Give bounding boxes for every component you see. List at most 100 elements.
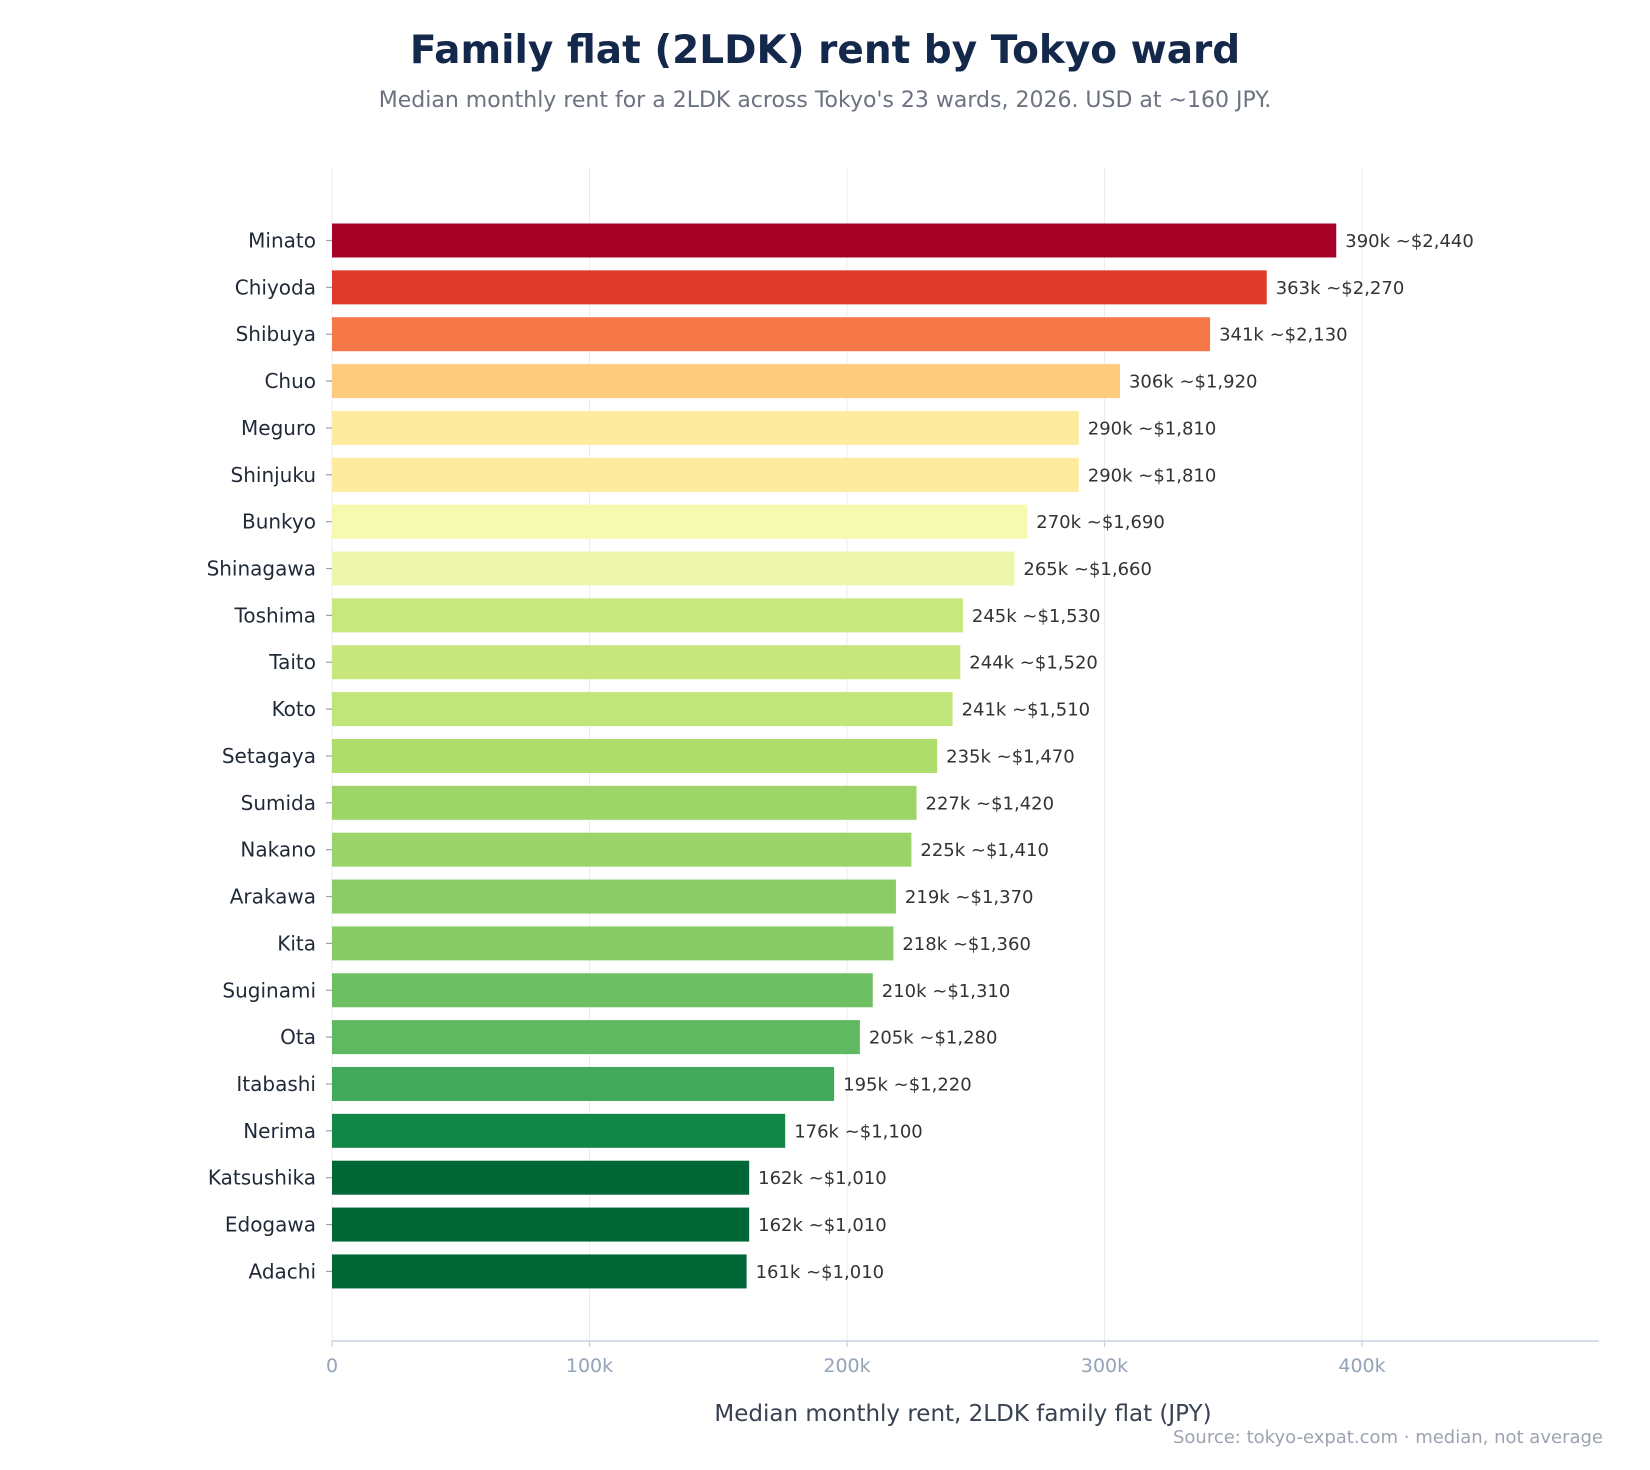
bar-itabashi — [332, 1066, 835, 1101]
bar-shinagawa — [332, 551, 1015, 586]
bar-toshima — [332, 598, 963, 633]
x-axis-title: Median monthly rent, 2LDK family flat (J… — [714, 1401, 1211, 1427]
bar-group-nerima: Nerima 176k ~$1,100 — [243, 1113, 923, 1148]
value-label: 162k ~$1,010 — [758, 1215, 887, 1236]
category-label: Sumida — [241, 791, 316, 815]
category-label: Meguro — [241, 416, 316, 440]
category-label: Nerima — [243, 1119, 316, 1143]
category-label: Arakawa — [230, 885, 316, 909]
bar-group-shinagawa: Shinagawa 265k ~$1,660 — [207, 551, 1152, 586]
bar-taito — [332, 645, 961, 680]
category-label: Chiyoda — [235, 275, 316, 299]
bar-group-shibuya: Shibuya 341k ~$2,130 — [236, 317, 1348, 352]
value-label: 162k ~$1,010 — [758, 1168, 887, 1189]
bar-group-adachi: Adachi 161k ~$1,010 — [248, 1254, 885, 1289]
value-label: 245k ~$1,530 — [972, 606, 1101, 627]
category-label: Shinjuku — [231, 463, 316, 487]
chart-title: Family flat (2LDK) rent by Tokyo ward — [409, 28, 1241, 73]
x-tick-label: 0 — [326, 1355, 338, 1377]
bar-bunkyo — [332, 504, 1028, 539]
value-label: 341k ~$2,130 — [1219, 325, 1348, 346]
bar-nakano — [332, 832, 912, 867]
bar-group-ota: Ota 205k ~$1,280 — [280, 1020, 998, 1055]
bar-group-katsushika: Katsushika 162k ~$1,010 — [208, 1160, 887, 1195]
bar-chiyoda — [332, 270, 1267, 305]
bar-group-edogawa: Edogawa 162k ~$1,010 — [225, 1207, 887, 1242]
value-label: 219k ~$1,370 — [905, 887, 1034, 908]
bar-group-suginami: Suginami 210k ~$1,310 — [222, 973, 1011, 1008]
bar-group-bunkyo: Bunkyo 270k ~$1,690 — [242, 504, 1165, 539]
category-label: Nakano — [240, 838, 316, 862]
bar-group-itabashi: Itabashi 195k ~$1,220 — [236, 1066, 972, 1101]
bar-group-chiyoda: Chiyoda 363k ~$2,270 — [235, 270, 1405, 305]
x-tick-label: 400k — [1338, 1355, 1385, 1377]
bar-group-meguro: Meguro 290k ~$1,810 — [241, 410, 1217, 445]
category-label: Edogawa — [225, 1213, 316, 1237]
category-label: Kita — [277, 931, 316, 955]
category-label: Shibuya — [236, 322, 316, 346]
x-tick-label: 100k — [566, 1355, 613, 1377]
category-label: Suginami — [222, 978, 316, 1002]
bar-shinjuku — [332, 457, 1079, 492]
bar-group-minato: Minato 390k ~$2,440 — [248, 223, 1474, 258]
bar-arakawa — [332, 879, 896, 914]
category-label: Ota — [280, 1025, 316, 1049]
category-label: Shinagawa — [207, 557, 316, 581]
category-label: Bunkyo — [242, 510, 316, 534]
bar-setagaya — [332, 738, 938, 773]
x-tick-label: 300k — [1081, 1355, 1128, 1377]
category-label: Taito — [268, 650, 316, 674]
value-label: 270k ~$1,690 — [1036, 512, 1165, 533]
value-label: 390k ~$2,440 — [1345, 231, 1474, 252]
bar-katsushika — [332, 1160, 750, 1195]
value-label: 205k ~$1,280 — [869, 1028, 998, 1049]
value-label: 210k ~$1,310 — [882, 981, 1011, 1002]
category-label: Koto — [272, 697, 316, 721]
bar-edogawa — [332, 1207, 750, 1242]
bar-group-setagaya: Setagaya 235k ~$1,470 — [222, 738, 1075, 773]
value-label: 363k ~$2,270 — [1276, 278, 1405, 299]
bar-adachi — [332, 1254, 747, 1289]
bar-shibuya — [332, 317, 1211, 352]
bar-sumida — [332, 785, 917, 820]
bar-minato — [332, 223, 1337, 258]
category-label: Itabashi — [236, 1072, 316, 1096]
value-label: 161k ~$1,010 — [756, 1262, 885, 1283]
bar-group-toshima: Toshima 245k ~$1,530 — [234, 598, 1101, 633]
bar-group-shinjuku: Shinjuku 290k ~$1,810 — [231, 457, 1217, 492]
chart-subtitle: Median monthly rent for a 2LDK across To… — [378, 88, 1272, 113]
value-label: 244k ~$1,520 — [969, 653, 1098, 674]
bar-ota — [332, 1020, 860, 1055]
bar-group-sumida: Sumida 227k ~$1,420 — [241, 785, 1054, 820]
value-label: 241k ~$1,510 — [962, 700, 1091, 721]
bar-group-koto: Koto 241k ~$1,510 — [272, 692, 1091, 727]
category-label: Adachi — [248, 1259, 316, 1283]
value-label: 306k ~$1,920 — [1129, 372, 1258, 393]
category-label: Minato — [248, 229, 316, 253]
value-label: 265k ~$1,660 — [1023, 559, 1152, 580]
bar-kita — [332, 926, 894, 961]
value-label: 290k ~$1,810 — [1088, 465, 1217, 486]
x-tick-label: 200k — [823, 1355, 870, 1377]
bar-group-chuo: Chuo 306k ~$1,920 — [264, 364, 1258, 399]
bar-group-kita: Kita 218k ~$1,360 — [277, 926, 1031, 961]
category-label: Katsushika — [208, 1166, 316, 1190]
category-label: Toshima — [234, 603, 316, 627]
category-label: Setagaya — [222, 744, 316, 768]
bar-group-taito: Taito 244k ~$1,520 — [268, 645, 1098, 680]
bar-suginami — [332, 973, 873, 1008]
value-label: 290k ~$1,810 — [1088, 418, 1217, 439]
bar-group-arakawa: Arakawa 219k ~$1,370 — [230, 879, 1034, 914]
source-note: Source: tokyo-expat.com · median, not av… — [1172, 1427, 1603, 1448]
value-label: 195k ~$1,220 — [843, 1074, 972, 1095]
bars: Minato 390k ~$2,440 Chiyoda 363k ~$2,270 Shi… — [207, 223, 1474, 1289]
value-label: 218k ~$1,360 — [902, 934, 1031, 955]
bar-chuo — [332, 364, 1120, 399]
bar-meguro — [332, 410, 1079, 445]
bar-koto — [332, 692, 953, 727]
value-label: 176k ~$1,100 — [794, 1121, 923, 1142]
bar-group-nakano: Nakano 225k ~$1,410 — [240, 832, 1049, 867]
value-label: 235k ~$1,470 — [946, 746, 1075, 767]
value-label: 225k ~$1,410 — [920, 840, 1049, 861]
